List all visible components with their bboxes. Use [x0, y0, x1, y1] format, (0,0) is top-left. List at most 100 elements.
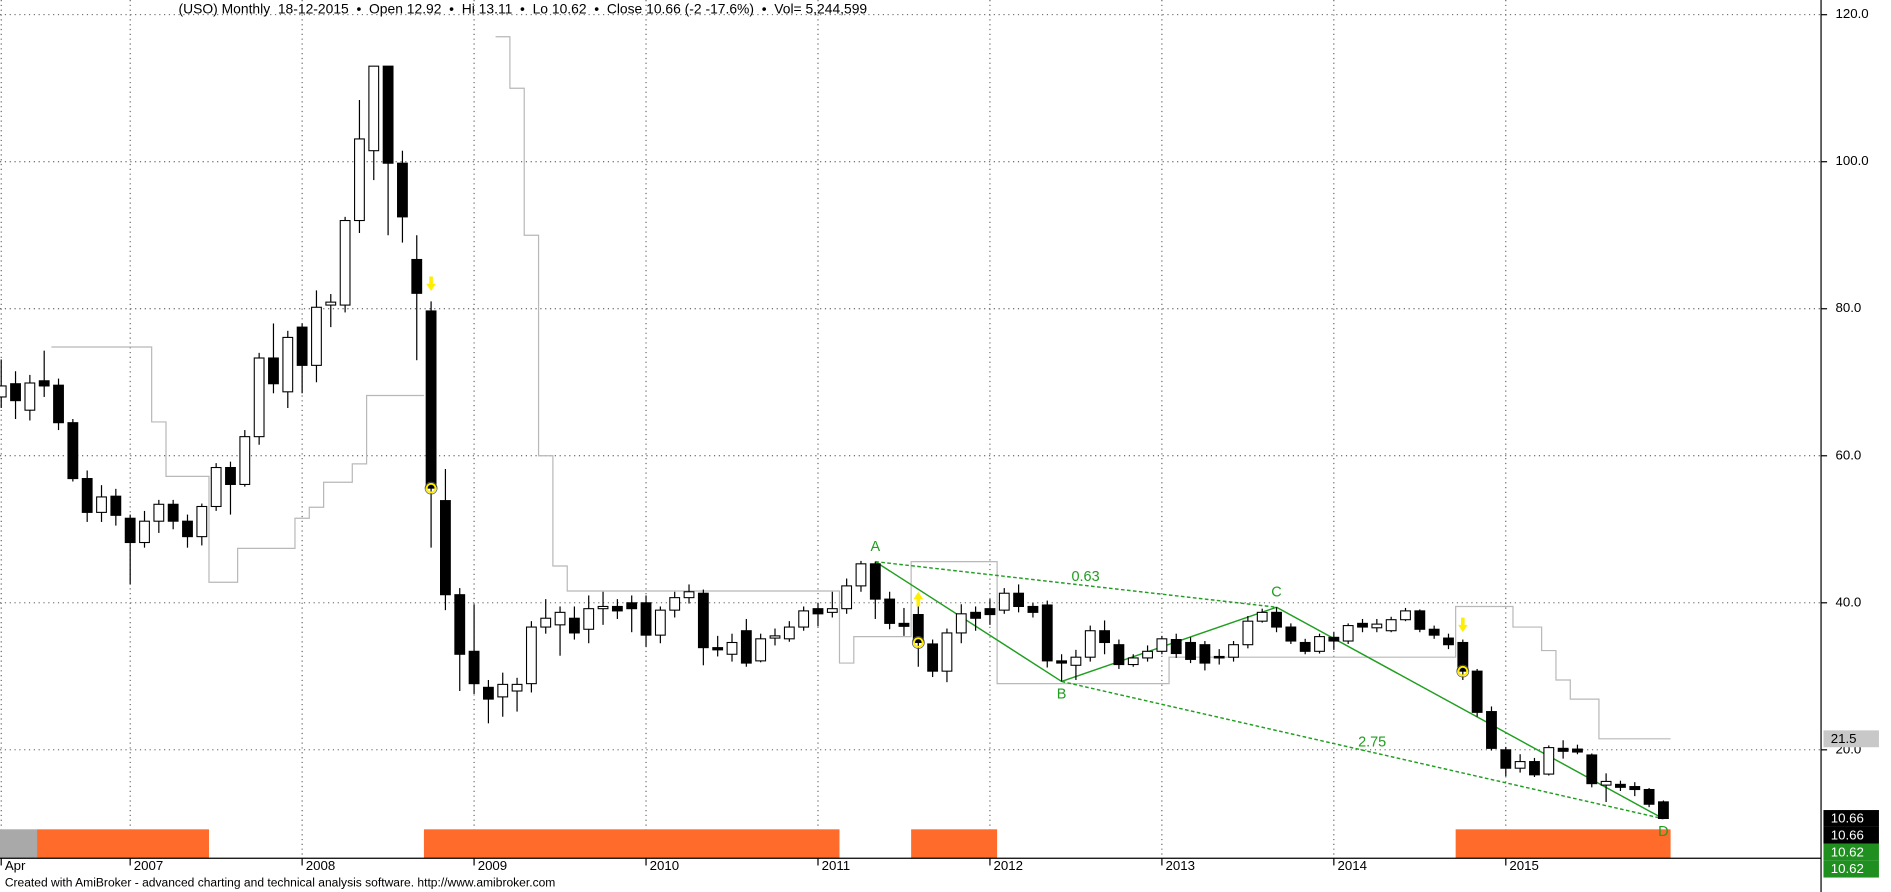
price-marker-label: 21.5 [1831, 731, 1857, 746]
candle-body [468, 650, 480, 685]
candle-body [368, 65, 380, 152]
price-marker [1823, 826, 1879, 844]
candle-body [568, 617, 580, 634]
pattern-point-label: A [870, 539, 880, 555]
signal-arrow [1457, 617, 1468, 633]
trailing-stop-line [51, 346, 424, 583]
candle-body [1156, 638, 1168, 652]
candle-body [1357, 622, 1368, 628]
candle-body [1342, 625, 1354, 642]
candle-body [497, 683, 509, 698]
candle-body [1242, 620, 1254, 646]
signal-marker [912, 637, 924, 648]
candle-body [411, 258, 423, 294]
pattern-line [874, 561, 1062, 683]
candle-body [654, 609, 666, 636]
candle-body [440, 500, 451, 596]
candle-body [38, 380, 50, 387]
candle-body [683, 591, 695, 599]
x-tick-label: 2010 [650, 858, 679, 873]
candle-body [1185, 641, 1196, 660]
signal-arrow [913, 591, 924, 607]
candle-body [640, 602, 652, 636]
candle-body [239, 436, 251, 485]
x-tick-label: 2013 [1166, 858, 1195, 873]
candle-body [67, 422, 79, 480]
candle-body [626, 602, 638, 610]
candle-body [998, 592, 1010, 611]
candle-body [454, 594, 466, 655]
y-tick-label: 80.0 [1836, 300, 1862, 315]
candle-body [296, 326, 308, 366]
candle-body [1486, 711, 1497, 749]
candle-body [1615, 783, 1626, 788]
candle-body [10, 383, 21, 402]
candle-body [339, 219, 351, 306]
candle-body [1256, 611, 1268, 622]
candle-body [153, 503, 165, 522]
candle-body [1228, 644, 1239, 658]
y-tick-label: 100.0 [1836, 153, 1869, 168]
candle-body [1600, 780, 1612, 786]
candle-body [81, 478, 93, 513]
candle-body [1070, 656, 1082, 666]
candle-body [1170, 639, 1182, 655]
x-tick-label: 2011 [822, 858, 851, 873]
pattern-point-label: C [1271, 585, 1281, 601]
candle-body [225, 466, 236, 485]
y-tick-label: 60.0 [1836, 447, 1862, 462]
x-tick-label: Apr [5, 858, 26, 873]
candle-body [1586, 754, 1598, 785]
candle-body [0, 385, 7, 398]
candle-body [511, 683, 523, 692]
candle-body [1557, 747, 1569, 752]
region-layer [0, 829, 1671, 859]
candle-body [1543, 747, 1555, 775]
x-tick-label: 2007 [134, 858, 163, 873]
candle-body [1113, 644, 1125, 666]
signal-region [911, 829, 998, 859]
candle-body [525, 626, 537, 685]
candle-body [1529, 761, 1540, 776]
candle-body [869, 563, 881, 600]
candle-body [826, 608, 838, 613]
candle-body [210, 466, 222, 508]
signal-region [0, 829, 38, 859]
candle-body [697, 592, 709, 649]
candle-body [941, 632, 953, 672]
pattern-ratio-line [1061, 680, 1664, 820]
signal-marker [1457, 665, 1469, 677]
candle-body [325, 301, 337, 306]
candle-body [726, 641, 738, 655]
candle-body [740, 630, 752, 664]
candle-body [1471, 670, 1483, 713]
candle-body [1271, 611, 1282, 628]
chart-title: (USO) Monthly 18-12-2015 • Open 12.92 • … [178, 0, 867, 16]
pattern-ratio-label: 2.75 [1358, 735, 1386, 751]
candle-body [1285, 626, 1297, 642]
candle-body [139, 520, 150, 544]
candle-body [167, 503, 179, 522]
candle-body [783, 626, 795, 640]
candle-body [1084, 630, 1096, 658]
candle-body [798, 610, 810, 628]
candle-body [955, 613, 967, 634]
signal-marker [425, 482, 437, 494]
signal-marker-rim [1456, 664, 1470, 678]
candle-body [970, 611, 982, 619]
signal-marker-rim [911, 636, 925, 649]
candle-body [124, 517, 136, 544]
candle-body [1400, 610, 1411, 621]
price-marker [1823, 860, 1879, 878]
candle-body [196, 505, 208, 538]
candle-body [96, 496, 107, 513]
candle-body [1572, 748, 1583, 753]
candle-body [540, 617, 552, 628]
pattern-point-label: B [1057, 687, 1067, 703]
candle-body [769, 635, 781, 639]
candle-body [1142, 650, 1153, 659]
pattern-layer: A B C D 0.63 2.75 [870, 539, 1668, 840]
candle-body [1027, 605, 1039, 613]
